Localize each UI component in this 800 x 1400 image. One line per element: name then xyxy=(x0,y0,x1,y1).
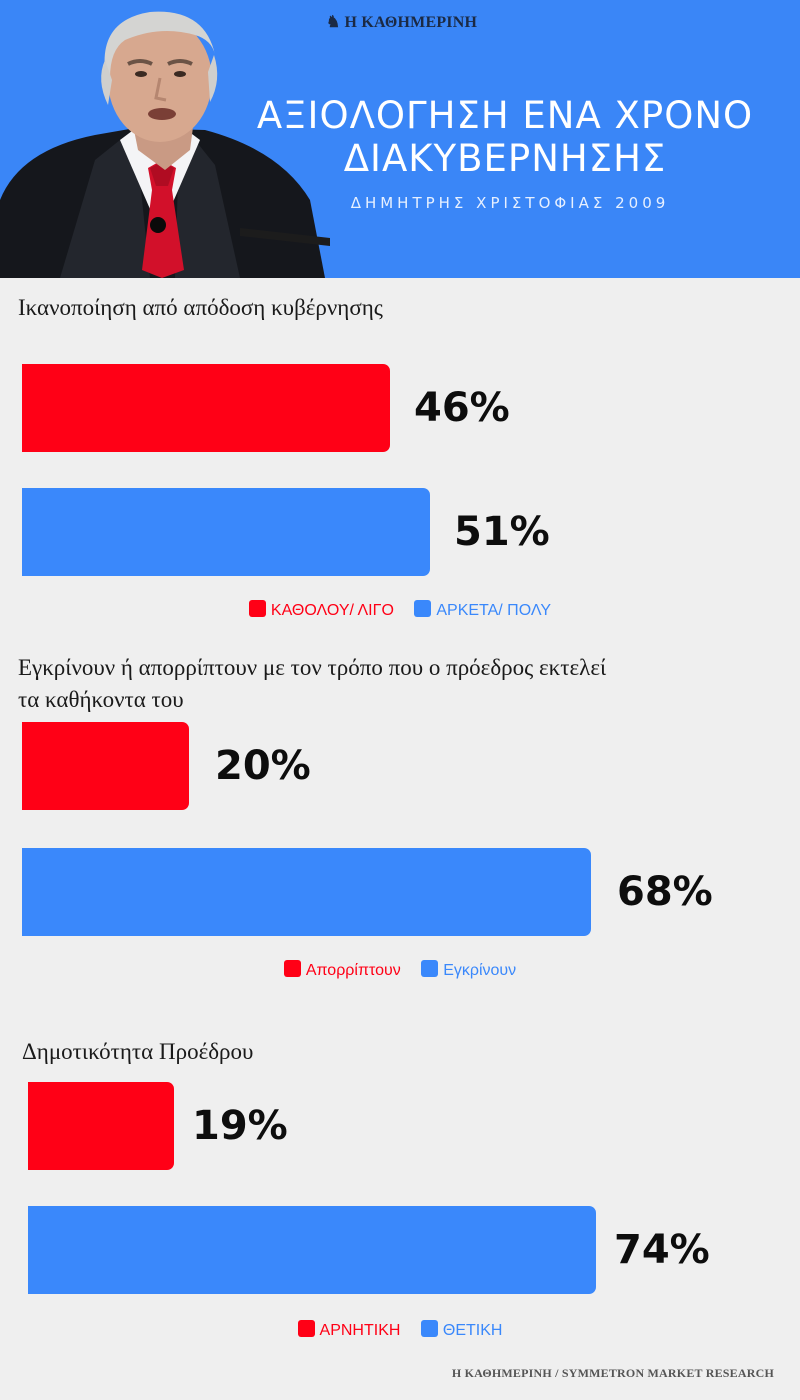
legend-item-positive: Εγκρίνουν xyxy=(421,960,516,980)
chart-3-value-negative: 19% xyxy=(192,1103,288,1149)
chart-2-bar-positive xyxy=(22,848,591,936)
page-subtitle: ΔΗΜΗΤΡΗΣ ΧΡΙΣΤΟΦΙΑΣ 2009 xyxy=(350,194,670,212)
chart-2-value-positive: 68% xyxy=(617,869,713,915)
chart-1-bar-negative xyxy=(22,364,390,452)
chart-2-title: Εγκρίνουν ή απορρίπτουν με τον τρόπο που… xyxy=(18,655,607,712)
header-banner: ♞ Η ΚΑΘΗΜΕΡΙΝΗ ΑΞΙΟΛΟΓΗΣΗ ΕΝΑ ΧΡΟΝΟ ΔΙΑΚΥ… xyxy=(0,0,800,278)
legend-item-negative: ΚΑΘΟΛΟΥ/ ΛΙΓΟ xyxy=(248,600,394,620)
chart-2-value-negative: 20% xyxy=(215,743,311,789)
chart-3-legend: ΑΡΝΗΤΙΚΗ ΘΕΤΙΚΗ xyxy=(0,1320,800,1340)
portrait-image xyxy=(0,11,330,278)
chart-1-bar-positive xyxy=(22,488,430,576)
chart-2-bar-negative xyxy=(22,722,189,810)
legend-item-negative: ΑΡΝΗΤΙΚΗ xyxy=(297,1320,400,1340)
chart-1-value-negative: 46% xyxy=(414,385,510,431)
brand-logo: ♞ Η ΚΑΘΗΜΕΡΙΝΗ xyxy=(326,14,478,31)
chart-3-bar-positive xyxy=(28,1206,596,1294)
legend-item-negative: Απορρίπτουν xyxy=(283,960,401,980)
eagle-icon: ♞ xyxy=(326,14,341,31)
legend-swatch xyxy=(283,960,301,977)
source-credit: Η ΚΑΘΗΜΕΡΙΝΗ / SYMMETRON MARKET RESEARCH xyxy=(451,1366,774,1380)
legend-item-positive: ΑΡΚΕΤΑ/ ΠΟΛΥ xyxy=(414,600,551,620)
legend-item-positive: ΘΕΤΙΚΗ xyxy=(420,1320,502,1340)
chart-1-legend: ΚΑΘΟΛΟΥ/ ΛΙΓΟ ΑΡΚΕΤΑ/ ΠΟΛΥ xyxy=(0,600,800,620)
chart-1-title: Ικανοποίηση από απόδοση κυβέρνησης xyxy=(18,295,383,320)
chart-3-bar-negative xyxy=(28,1082,174,1170)
legend-swatch xyxy=(414,600,432,617)
legend-swatch xyxy=(421,960,439,977)
page-title: ΑΞΙΟΛΟΓΗΣΗ ΕΝΑ ΧΡΟΝΟ ΔΙΑΚΥΒΕΡΝΗΣΗΣ xyxy=(256,94,754,180)
legend-swatch xyxy=(248,600,266,617)
chart-3-title: Δημοτικότητα Προέδρου xyxy=(22,1039,254,1064)
chart-3-value-positive: 74% xyxy=(614,1227,710,1273)
legend-swatch xyxy=(297,1320,315,1337)
legend-swatch xyxy=(420,1320,438,1337)
chart-1-value-positive: 51% xyxy=(454,509,550,555)
chart-2-legend: Απορρίπτουν Εγκρίνουν xyxy=(0,960,800,980)
